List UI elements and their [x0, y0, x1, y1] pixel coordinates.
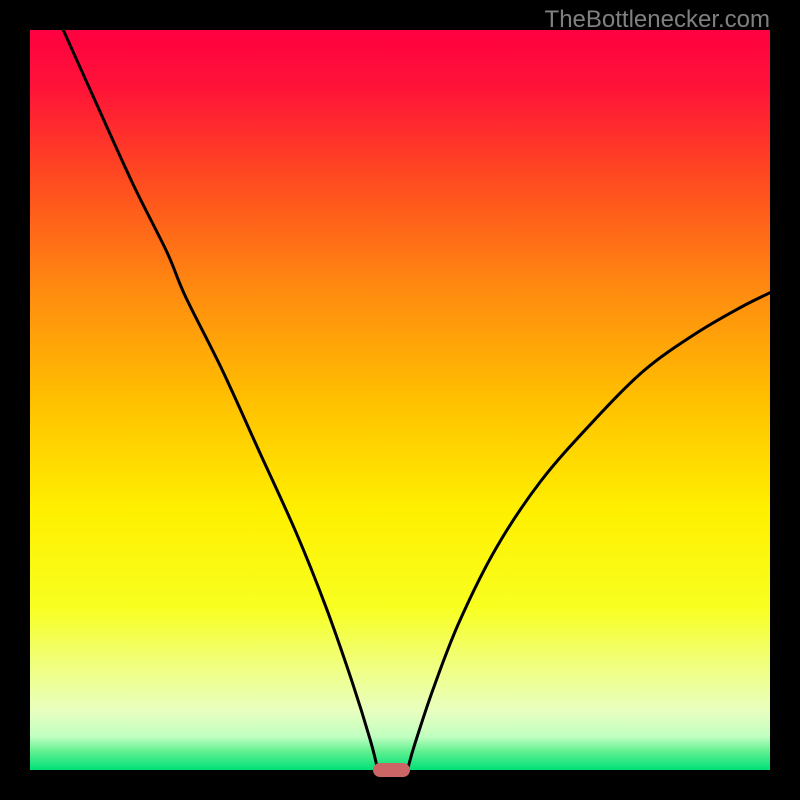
optimal-point-marker	[373, 763, 410, 778]
plot-area	[30, 30, 770, 770]
watermark-text: TheBottlenecker.com	[545, 6, 770, 34]
chart-container: TheBottlenecker.com	[0, 0, 800, 800]
